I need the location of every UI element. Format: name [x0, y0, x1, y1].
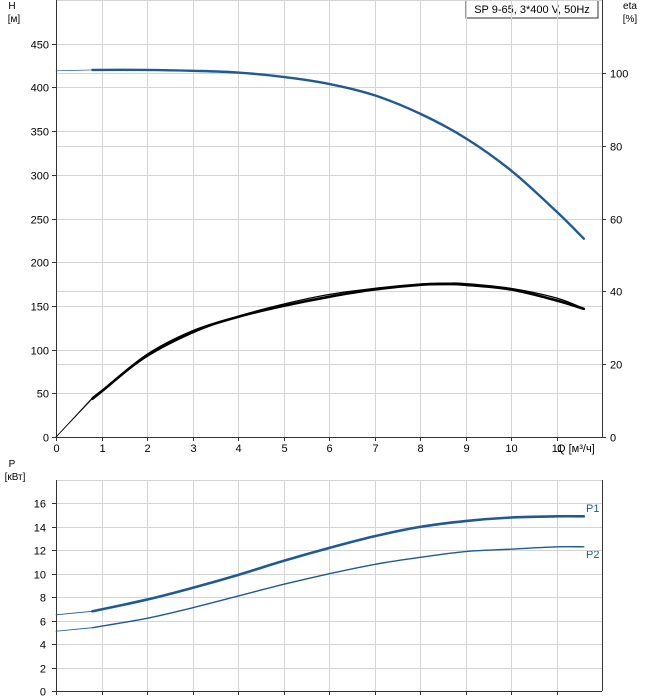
power-curve-p1 [91, 514, 586, 613]
bottom-y-tick-label: 2 [40, 664, 46, 676]
pump-label-text: SP 9-65, 3*400 V, 50Hz [474, 4, 590, 16]
top-y2label-unit: [%] [623, 14, 638, 25]
top-y-tick-label: 150 [31, 302, 49, 314]
bottom-y-tick-label: 6 [40, 617, 46, 629]
top-x-tick-label: 1 [99, 443, 105, 455]
top-ticks: 0 50 100 150 200 250 300 350 400 450 0 20 40 60 80 100 0… [31, 40, 629, 456]
top-x-tick-label: 0 [53, 443, 59, 455]
bottom-y-tick-label: 0 [40, 687, 46, 699]
top-xlabel: Q [м³/ч] [557, 443, 595, 455]
top-x-tick-label: 7 [372, 443, 378, 455]
top-y-tick-label: 300 [31, 171, 49, 183]
top-x-tick-label: 3 [190, 443, 196, 455]
bottom-y-tick-label: 10 [34, 570, 46, 582]
top-y2-tick-label: 40 [610, 287, 622, 299]
bottom-y-tick-label: 16 [34, 499, 46, 511]
top-y-tick-label: 0 [43, 433, 49, 445]
power-curve-p2-extrapolated [55, 627, 93, 632]
bottom-y-tick-label: 4 [40, 640, 46, 652]
top-y-tick-label: 200 [31, 258, 49, 270]
top-x-tick-label: 8 [417, 443, 423, 455]
top-y-tick-label: 50 [37, 389, 49, 401]
top-y2-tick-label: 60 [610, 215, 622, 227]
top-y2-tick-label: 0 [610, 433, 616, 445]
top-y-tick-label: 350 [31, 127, 49, 139]
top-x-tick-label: 5 [281, 443, 287, 455]
bottom-y-tick-label: 8 [40, 593, 46, 605]
top-curves [55, 68, 586, 438]
bottom-ylabel: P [9, 459, 16, 470]
top-ylabel: H [8, 1, 15, 12]
top-x-tick-label: 9 [463, 443, 469, 455]
top-x-tick-label: 2 [144, 443, 150, 455]
series-label-p1: P1 [586, 503, 599, 515]
head-curve [91, 68, 585, 240]
head-curve-extrapolated [55, 69, 93, 72]
top-y-tick-label: 250 [31, 215, 49, 227]
top-x-tick-label: 6 [326, 443, 332, 455]
top-x-tick-label: 11 [552, 443, 563, 455]
bottom-ylabel-unit: [кВт] [5, 472, 26, 483]
top-y-tick-label: 400 [31, 83, 49, 95]
top-y2label: eta [623, 1, 637, 12]
efficiency-curve-eta [91, 282, 586, 401]
bottom-y-tick-label: 14 [34, 523, 46, 535]
top-x-tick-label: 4 [235, 443, 241, 455]
power-curve-p1-extrapolated [55, 610, 93, 616]
pump-label-box: SP 9-65, 3*400 V, 50Hz [465, 0, 599, 19]
top-y-tick-label: 100 [31, 346, 49, 358]
bottom-curves [55, 514, 586, 632]
top-x-tick-label: 10 [505, 443, 517, 455]
series-label-p2: P2 [586, 549, 599, 561]
efficiency-curve-upper [91, 282, 585, 399]
bottom-y-tick-label: 12 [34, 546, 46, 558]
top-y2-tick-label: 20 [610, 360, 622, 372]
top-y2-tick-label: 80 [610, 142, 622, 154]
top-y-tick-label: 450 [31, 40, 49, 52]
efficiency-curve-upper-extrapolated [55, 397, 93, 438]
bottom-ticks: 0 2 4 6 8 10 12 14 16 [34, 499, 558, 699]
top-y2-tick-label: 100 [610, 69, 628, 81]
top-ylabel-unit: [м] [8, 14, 21, 25]
power-curve-p2 [91, 545, 585, 629]
